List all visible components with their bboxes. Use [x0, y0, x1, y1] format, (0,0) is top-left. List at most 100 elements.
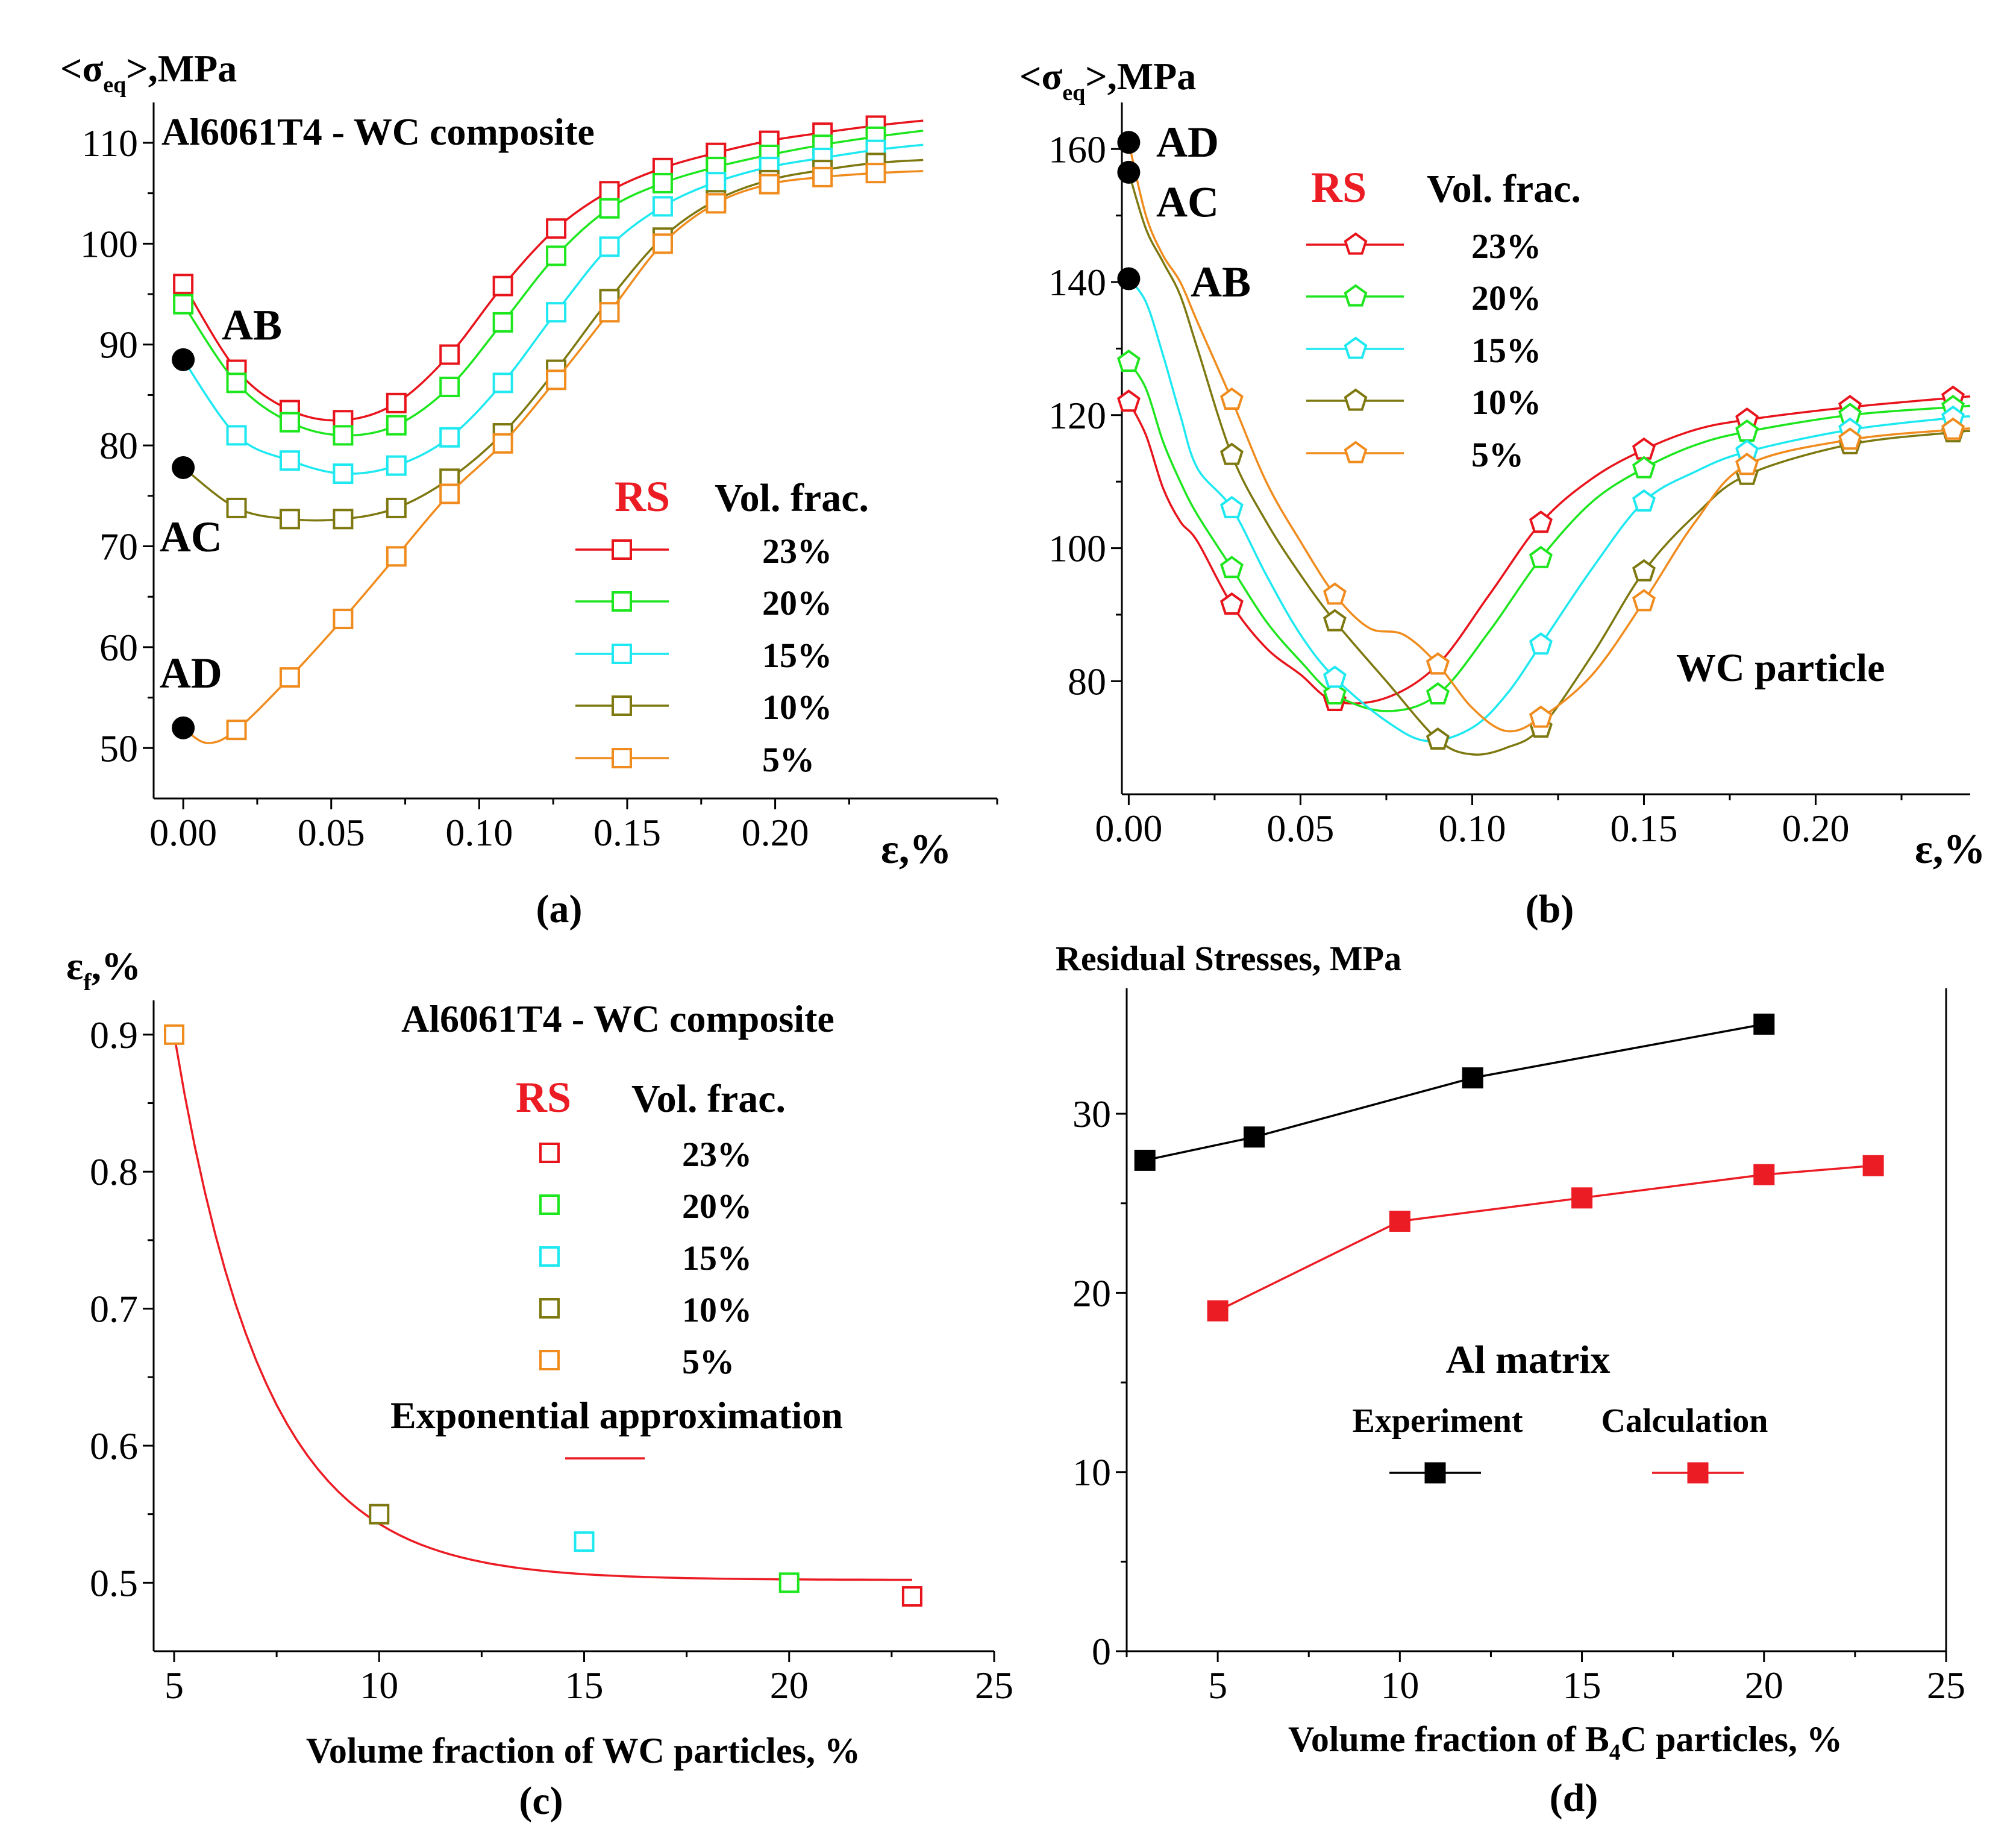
- panel-a-title: Al6061T4 - WC composite: [161, 110, 595, 153]
- initial-state-dot: [172, 348, 195, 371]
- data-point-5%: [492, 433, 513, 454]
- data-point-20%: [279, 412, 300, 433]
- panel-c: εf,% Al6061T4 - WC composite 0.50.60.70.…: [66, 944, 1013, 1823]
- data-point-23%: [1116, 389, 1141, 412]
- annotation-AB: AB: [222, 301, 282, 349]
- y-tick-label: 100: [80, 222, 138, 265]
- legend-marker-5%: [1344, 441, 1368, 463]
- data-point-15%: [226, 425, 247, 446]
- data-point-5%: [1632, 589, 1656, 612]
- data-point-20%: [173, 293, 194, 315]
- data-point-20%: [1426, 682, 1450, 704]
- legend-marker: [539, 1143, 560, 1163]
- legend-label-23: 23%: [1471, 227, 1541, 266]
- legend-label-15: 15%: [682, 1238, 752, 1278]
- y-tick-label: 90: [99, 324, 138, 366]
- panel-a: <σeq>,MPa Al6061T4 - WC composite 50 60 70…: [60, 47, 998, 931]
- data-point-5%: [226, 720, 247, 741]
- data-point: [369, 1504, 390, 1525]
- panel-a-label: (a): [536, 887, 583, 931]
- legend-label-15: 15%: [1471, 331, 1541, 370]
- legend-marker-10%: [1344, 388, 1368, 411]
- x-tick-label: 0.20: [1782, 807, 1849, 850]
- y-tick-label: 0.5: [90, 1561, 138, 1604]
- legend-c-swatches: [539, 1143, 645, 1460]
- data-point-Calculation: [1753, 1164, 1775, 1185]
- data-point-5%: [279, 667, 300, 688]
- data-point-15%: [546, 302, 567, 323]
- data-point-20%: [1219, 556, 1244, 579]
- data-point: [574, 1531, 595, 1552]
- legend-label-23: 23%: [682, 1135, 752, 1174]
- data-point-5%: [865, 163, 886, 184]
- panel-c-plot-area: 0.5 0.6 0.7 0.8 0.9 5 10 15 20 25: [90, 1000, 1013, 1707]
- data-point-5%: [386, 546, 407, 567]
- data-point-15%: [492, 372, 513, 394]
- data-point-10%: [1219, 442, 1244, 465]
- legend-marker-5%: [612, 748, 632, 768]
- x-tick-label: 0.05: [1266, 807, 1334, 850]
- data-point-15%: [1323, 665, 1347, 688]
- initial-state-dot: [1117, 267, 1141, 290]
- x-tick-label: 5: [1208, 1664, 1227, 1707]
- data-point-23%: [599, 181, 620, 202]
- annotation-AC: AC: [1156, 178, 1219, 227]
- legend-rs: RS: [1311, 163, 1366, 212]
- data-point-5%: [759, 174, 780, 195]
- data-point-5%: [706, 193, 727, 214]
- legend-header: Vol. frac.: [715, 476, 869, 520]
- data-point-10%: [1323, 609, 1347, 632]
- data-point-15%: [599, 236, 620, 257]
- y-tick-label: 100: [1048, 527, 1106, 570]
- data-point-10%: [1426, 727, 1450, 750]
- data-point-5%: [1323, 582, 1347, 605]
- y-tick-label: 0: [1092, 1630, 1111, 1673]
- x-tick-label: 20: [1745, 1664, 1783, 1707]
- x-tick-label: 25: [975, 1664, 1013, 1707]
- x-tick-label: 20: [770, 1664, 809, 1707]
- initial-state-dot: [1117, 160, 1141, 184]
- data-point-20%: [1116, 350, 1141, 372]
- x-tick-label: 0.05: [298, 811, 365, 854]
- data-point-15%: [1219, 495, 1244, 518]
- legend-marker-experiment: [1424, 1462, 1446, 1484]
- x-tick-label: 15: [565, 1664, 604, 1707]
- panel-d-legend: Experiment Calculation: [1352, 1402, 1768, 1484]
- data-point-Calculation: [1207, 1300, 1229, 1322]
- x-tick-label: 10: [360, 1664, 398, 1707]
- panel-b-ylabel: <σeq>,MPa: [1019, 55, 1196, 105]
- legend-d-swatches: [1389, 1462, 1744, 1484]
- data-point: [778, 1572, 800, 1593]
- data-point-20%: [226, 372, 247, 394]
- panel-b-label: (b): [1526, 887, 1574, 931]
- data-point-Experiment: [1753, 1013, 1775, 1035]
- x-tick-label: 0.00: [1095, 807, 1162, 850]
- data-point: [164, 1024, 185, 1045]
- data-point-20%: [333, 425, 354, 446]
- panel-a-legend: RS Vol. frac. 23% 20% 15% 10% 5%: [575, 472, 869, 779]
- legend-label-5: 5%: [682, 1342, 734, 1381]
- data-point-20%: [1632, 456, 1656, 478]
- data-point-5%: [1219, 387, 1244, 410]
- data-point-23%: [1632, 437, 1656, 460]
- data-point-23%: [1219, 592, 1244, 615]
- data-point-23%: [439, 344, 460, 365]
- x-tick-label: 0.10: [1438, 807, 1506, 850]
- data-point-20%: [1323, 682, 1347, 704]
- y-tick-label: 50: [99, 727, 138, 770]
- legend-label-20: 20%: [1471, 278, 1541, 318]
- data-point-15%: [386, 455, 407, 476]
- initial-state-dot: [1117, 131, 1141, 154]
- x-tick-label: 15: [1563, 1664, 1601, 1707]
- legend-label-23: 23%: [762, 532, 832, 571]
- data-point-5%: [333, 609, 354, 630]
- legend-marker-15%: [612, 644, 632, 664]
- panel-d-xlabel: Volume fraction of B4C particles, %: [1288, 1719, 1842, 1765]
- panel-a-plot-area: 50 60 70 80 90 100 110 0.00 0.05 0.10 0.15 0.20 AB AC…: [80, 102, 998, 854]
- data-point-5%: [439, 483, 460, 504]
- legend-marker: [539, 1194, 560, 1215]
- panel-a-ylabel: <σeq>,MPa: [60, 47, 237, 98]
- data-point-5%: [1838, 427, 1862, 450]
- legend-label-10: 10%: [762, 688, 832, 727]
